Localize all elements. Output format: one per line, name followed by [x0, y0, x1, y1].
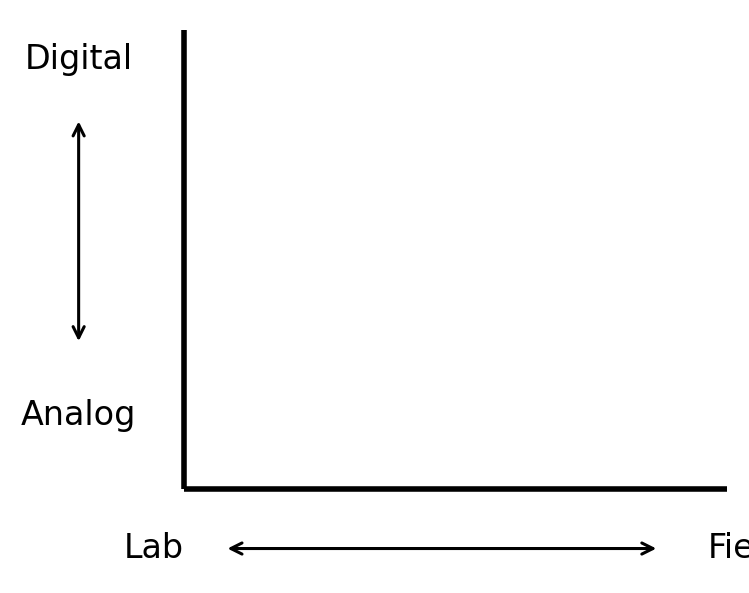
- Text: Lab: Lab: [124, 532, 184, 565]
- Text: Field: Field: [708, 532, 749, 565]
- Text: Digital: Digital: [25, 43, 133, 76]
- Text: Analog: Analog: [21, 398, 136, 432]
